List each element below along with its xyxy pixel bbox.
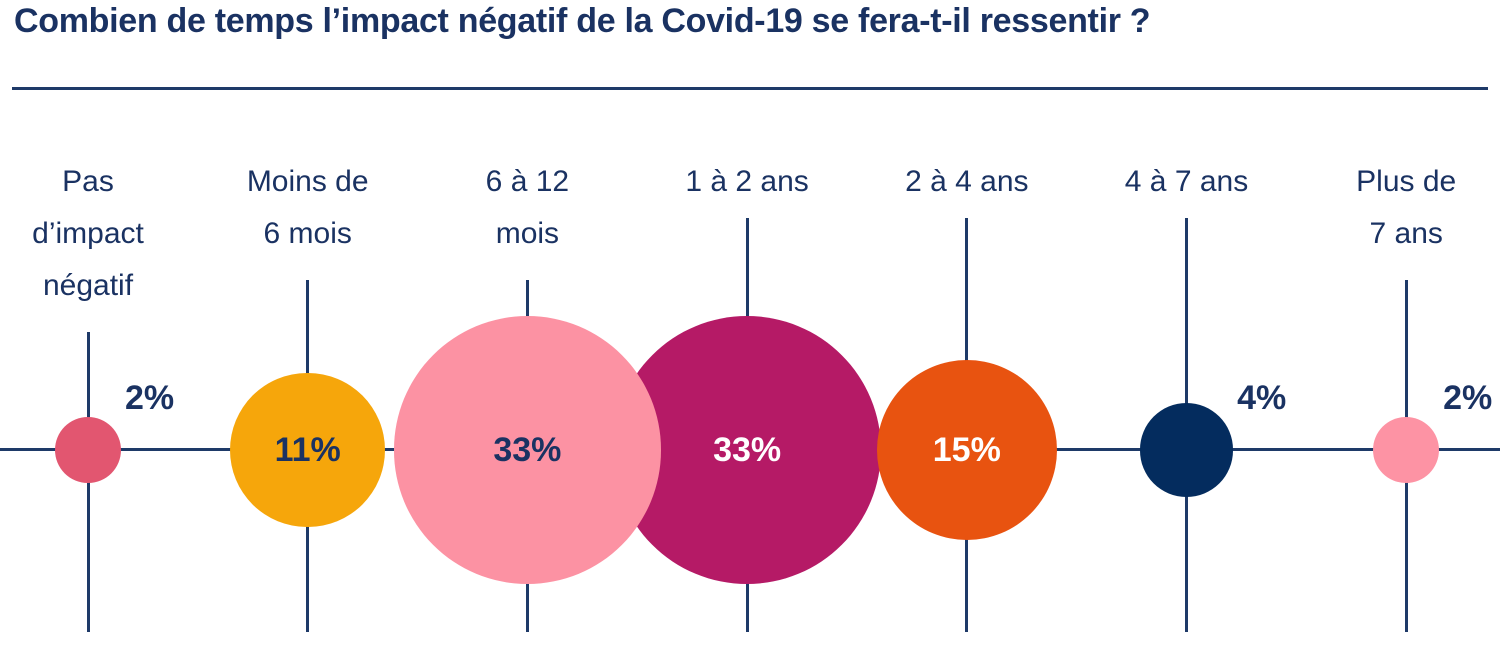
category-label: 4 à 7 ans xyxy=(1077,156,1297,208)
value-label: 2% xyxy=(1443,379,1493,417)
category-label: Moins de 6 mois xyxy=(198,156,418,260)
value-label: 15% xyxy=(932,431,1001,469)
value-label: 2% xyxy=(124,379,175,417)
value-label: 4% xyxy=(1237,379,1287,417)
value-label: 11% xyxy=(274,431,341,469)
category-label-line: 2 à 4 ans xyxy=(905,165,1029,198)
category-label-line: Pas xyxy=(62,165,114,198)
bubble xyxy=(1139,403,1234,497)
category-label-line: 1 à 2 ans xyxy=(685,165,809,198)
value-label: 33% xyxy=(493,431,562,469)
category-label: 6 à 12 mois xyxy=(417,156,637,260)
category-label: Plus de 7 ans xyxy=(1296,156,1500,260)
value-label: 33% xyxy=(713,431,782,469)
category-label-line: mois xyxy=(495,217,560,250)
category-label-line: Plus de xyxy=(1356,165,1457,198)
bubble xyxy=(230,372,385,528)
category-label-line: 6 mois xyxy=(263,217,352,250)
title-separator-line xyxy=(12,87,1488,90)
bubble xyxy=(393,316,662,584)
bubble xyxy=(1373,417,1440,483)
category-label-line: négatif xyxy=(42,269,134,302)
bubble xyxy=(876,359,1058,541)
category-label-line: 6 à 12 xyxy=(485,165,570,198)
category-label: 2 à 4 ans xyxy=(857,156,1077,208)
bubble xyxy=(55,417,121,483)
category-label-line: Moins de xyxy=(246,165,369,198)
chart-title: Combien de temps l’impact négatif de la … xyxy=(14,2,1151,40)
category-label: 1 à 2 ans xyxy=(637,156,857,208)
category-label-line: 4 à 7 ans xyxy=(1124,165,1249,198)
category-label-line: d’impact xyxy=(32,217,144,250)
category-label: Pas d’impact négatif xyxy=(0,156,198,312)
category-label-line: 7 ans xyxy=(1369,217,1443,250)
